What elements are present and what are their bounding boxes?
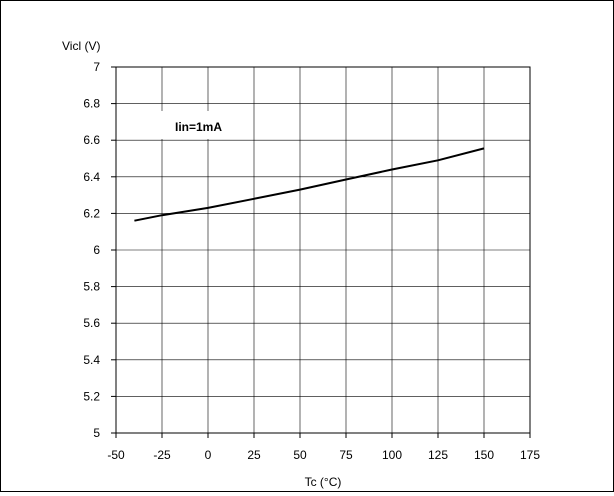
x-tick-label: 25 bbox=[247, 448, 261, 462]
y-tick-label: 5.4 bbox=[83, 353, 100, 367]
y-tick-label: 7 bbox=[93, 60, 100, 74]
y-tick-label: 6.4 bbox=[83, 170, 100, 184]
annotation-box bbox=[159, 111, 249, 139]
x-tick-label: 100 bbox=[382, 448, 402, 462]
chart-annotation: Iin=1mA bbox=[175, 120, 222, 134]
x-tick-label: 125 bbox=[428, 448, 448, 462]
x-tick-label: -25 bbox=[153, 448, 171, 462]
x-tick-label: 175 bbox=[520, 448, 540, 462]
series-group bbox=[134, 147, 485, 222]
x-axis-ticks: -50 -25 0 25 50 75 100 125 150 175 bbox=[107, 433, 540, 462]
y-tick-label: 6 bbox=[93, 243, 100, 257]
grid bbox=[116, 67, 530, 433]
y-tick-label: 6.6 bbox=[83, 133, 100, 147]
x-tick-label: 150 bbox=[474, 448, 494, 462]
y-tick-label: 5.2 bbox=[83, 389, 100, 403]
x-tick-label: -50 bbox=[107, 448, 125, 462]
y-tick-label: 5.8 bbox=[83, 280, 100, 294]
y-tick-label: 6.8 bbox=[83, 97, 100, 111]
series-line bbox=[134, 147, 485, 222]
y-tick-label: 6.2 bbox=[83, 206, 100, 220]
x-axis-title: Tc (°C) bbox=[305, 475, 342, 489]
x-tick-label: 75 bbox=[339, 448, 353, 462]
x-tick-label: 50 bbox=[293, 448, 307, 462]
y-tick-label: 5.6 bbox=[83, 316, 100, 330]
y-tick-label: 5 bbox=[93, 426, 100, 440]
x-tick-label: 0 bbox=[205, 448, 212, 462]
y-axis-ticks: 5 5.2 5.4 5.6 5.8 6 6.2 6.4 6.6 6.8 7 bbox=[83, 60, 116, 440]
y-axis-title: Vicl (V) bbox=[62, 39, 100, 53]
